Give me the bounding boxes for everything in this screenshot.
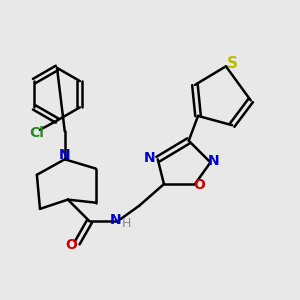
Text: N: N bbox=[59, 148, 70, 162]
Text: N: N bbox=[208, 154, 219, 168]
Text: H: H bbox=[122, 217, 131, 230]
Text: N: N bbox=[144, 151, 156, 165]
Text: O: O bbox=[194, 178, 206, 192]
Text: O: O bbox=[66, 238, 77, 251]
Text: S: S bbox=[226, 56, 238, 71]
Text: Cl: Cl bbox=[29, 126, 44, 140]
Text: N: N bbox=[110, 213, 122, 227]
